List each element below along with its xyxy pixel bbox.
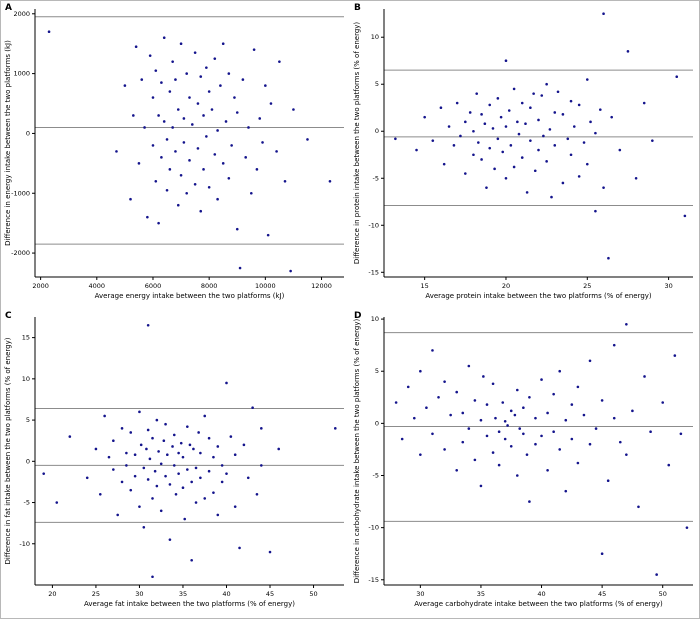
svg-text:10: 10 [22,375,30,383]
svg-text:45: 45 [266,590,274,598]
scatter-plot-carbohydrate: 30 35 40 45 50 -15 -10 -5 0 5 10 Average carbohydra… [353,315,693,608]
svg-text:40: 40 [222,590,230,598]
svg-text:30: 30 [135,590,143,598]
scatter-plot-energy: 2000 4000 6000 8000 10000 12000 -2000 -1000 0 100… [4,9,344,300]
svg-text:Average carbohydrate intake be: Average carbohydrate intake between the … [414,600,663,608]
svg-text:0: 0 [26,129,30,137]
scatter-plot-protein: 15 20 25 30 -15 -10 -5 0 5 10 Average protein inta… [353,9,693,300]
svg-text:45: 45 [598,590,606,598]
panel-protein: B 15 20 25 30 -15 -10 -5 0 5 10 Average protein in… [350,1,699,309]
svg-text:-2000: -2000 [11,249,30,257]
svg-text:12000: 12000 [311,282,332,290]
panel-label-d: D [354,311,362,321]
svg-text:-15: -15 [368,268,379,276]
svg-text:35: 35 [477,590,485,598]
svg-text:0: 0 [375,127,379,135]
svg-text:35: 35 [179,590,187,598]
svg-text:40: 40 [537,590,545,598]
svg-text:6000: 6000 [145,282,162,290]
svg-text:30: 30 [664,282,672,290]
svg-text:2000: 2000 [32,282,49,290]
panel-energy: A 2000 4000 6000 8000 10000 12000 -2000 -1000 0 1… [1,1,350,309]
svg-text:30: 30 [416,590,424,598]
svg-text:Difference in carbohydrate int: Difference in carbohydrate intake betwee… [353,319,361,584]
svg-text:25: 25 [583,282,591,290]
svg-text:-5: -5 [373,174,379,182]
svg-text:25: 25 [92,590,100,598]
svg-text:0: 0 [26,457,30,465]
svg-text:Difference in energy intake be: Difference in energy intake between the … [4,40,12,246]
svg-text:Average energy intake between: Average energy intake between the two pl… [95,292,285,300]
panel-fat: C 20 25 30 35 40 45 50 -10 -5 0 5 10 15 Average fat i… [1,309,350,617]
svg-text:50: 50 [309,590,317,598]
svg-text:2000: 2000 [13,10,30,18]
svg-text:-5: -5 [24,499,30,507]
svg-text:Average protein intake between: Average protein intake between the two p… [425,292,652,300]
svg-text:5: 5 [375,367,379,375]
svg-text:20: 20 [48,590,56,598]
svg-text:4000: 4000 [89,282,106,290]
scatter-plot-fat: 20 25 30 35 40 45 50 -10 -5 0 5 10 15 Average fat int… [4,317,344,608]
svg-text:-10: -10 [368,221,379,229]
svg-text:-10: -10 [368,524,379,532]
svg-text:Difference in fat intake betwe: Difference in fat intake between the two… [4,337,12,564]
svg-text:0: 0 [375,419,379,427]
svg-text:Difference in protein intake b: Difference in protein intake between the… [353,22,361,265]
svg-text:5: 5 [375,80,379,88]
panel-label-a: A [5,3,12,13]
svg-text:8000: 8000 [201,282,218,290]
svg-text:-5: -5 [373,472,379,480]
svg-text:1000: 1000 [13,70,30,78]
svg-text:10000: 10000 [255,282,276,290]
svg-text:10: 10 [371,33,379,41]
svg-text:-1000: -1000 [11,189,30,197]
svg-text:50: 50 [659,590,667,598]
svg-text:15: 15 [421,282,429,290]
svg-text:-15: -15 [368,576,379,584]
svg-text:5: 5 [26,416,30,424]
panel-label-b: B [354,3,361,13]
svg-text:20: 20 [502,282,510,290]
svg-text:10: 10 [371,315,379,323]
svg-text:Average fat intake between the: Average fat intake between the two platf… [84,600,295,608]
svg-text:-10: -10 [19,540,30,548]
panel-label-c: C [5,311,12,321]
svg-text:15: 15 [22,334,30,342]
panel-carbohydrate: D 30 35 40 45 50 -15 -10 -5 0 5 10 Average carbohyd… [350,309,699,617]
